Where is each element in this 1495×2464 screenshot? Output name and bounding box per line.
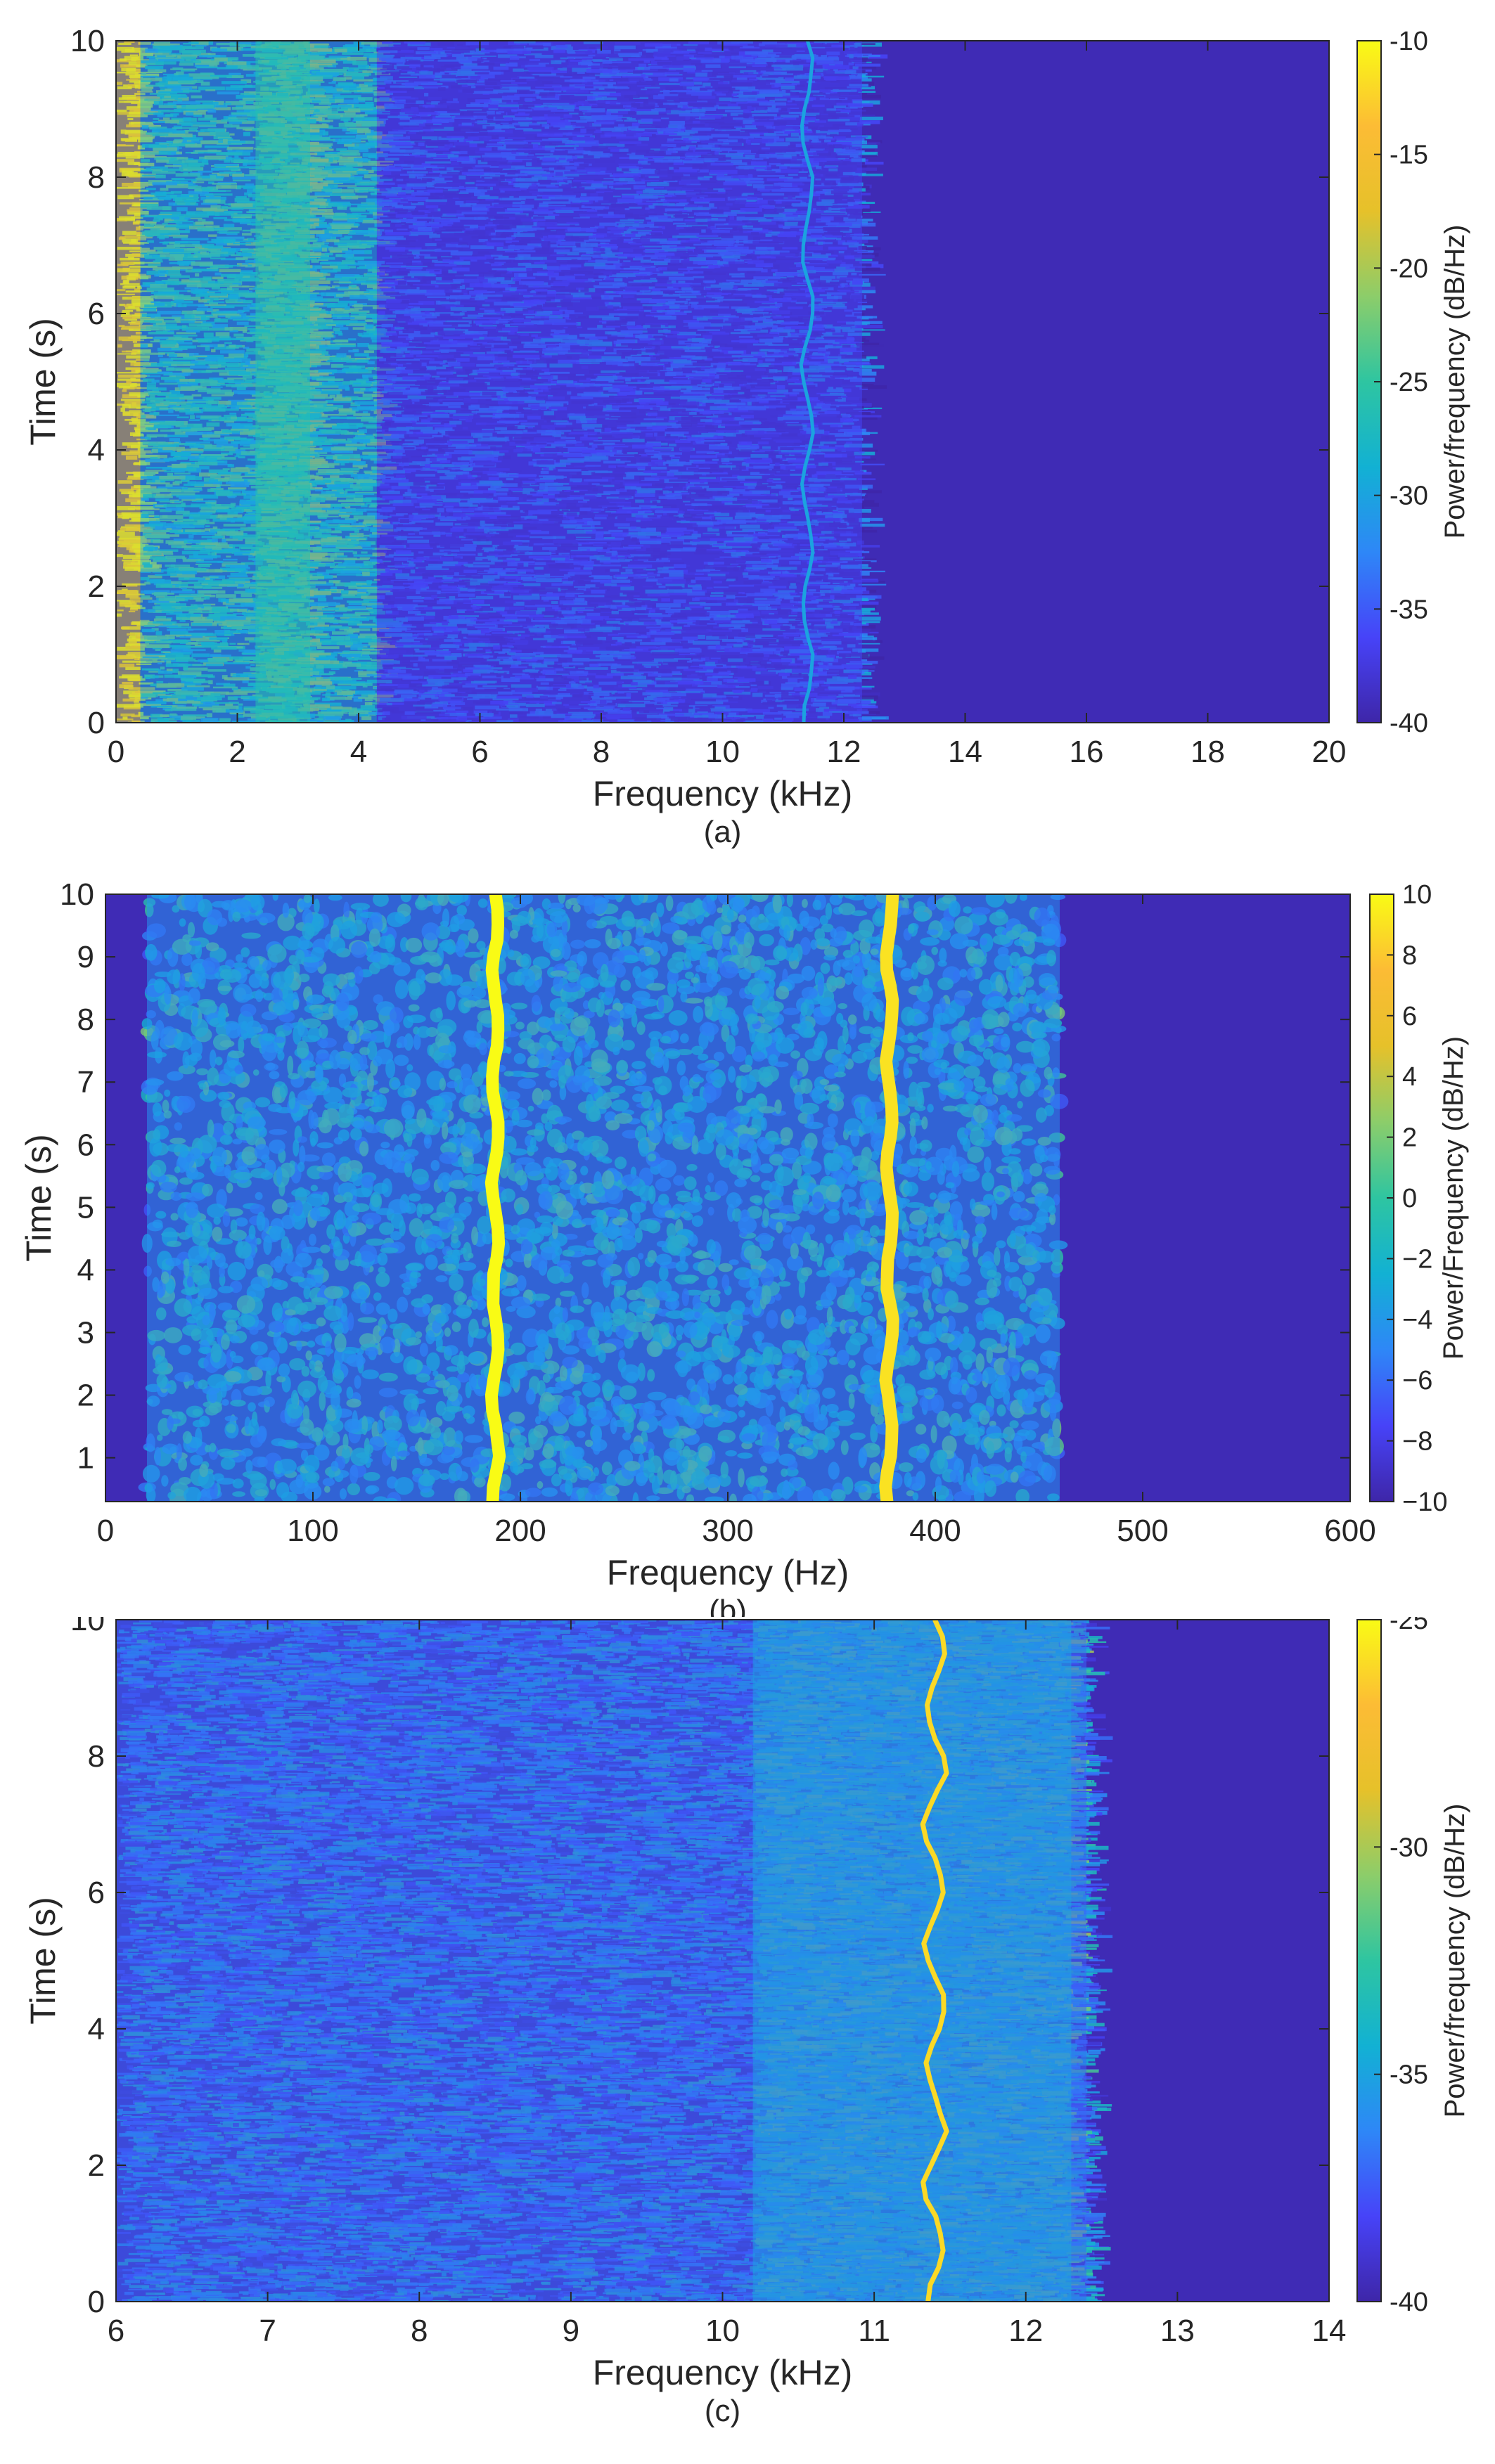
spectrogram-panel-a: 0 2 4 6 8 10 12 14 16 18 20 0 2 4 6 8 10 Frequency (kHz) T… xyxy=(0,0,1495,865)
plot-area-a xyxy=(116,41,1329,723)
